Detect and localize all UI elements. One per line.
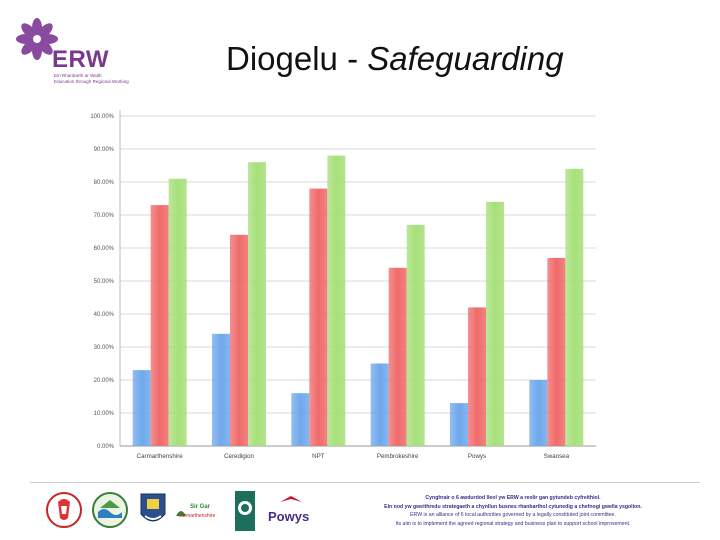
y-tick-label: 30.00% bbox=[94, 345, 115, 351]
y-tick-label: 0.00% bbox=[97, 444, 115, 450]
sirgar-mark-icon bbox=[176, 511, 186, 516]
bar bbox=[388, 267, 407, 446]
powys-label: Powys bbox=[268, 509, 310, 524]
bar bbox=[230, 234, 248, 446]
bar bbox=[565, 168, 584, 447]
y-tick-label: 90.00% bbox=[94, 147, 115, 153]
bar bbox=[406, 224, 425, 446]
swansea-crest-icon bbox=[235, 491, 255, 531]
bar bbox=[309, 188, 328, 446]
erw-logo: ERW Ein Rhanbarth ar Waith Education thr… bbox=[14, 16, 154, 88]
logo-tagline: Ein Rhanbarth ar Waith Education through… bbox=[54, 73, 164, 85]
pembrokeshire-crest-icon bbox=[140, 493, 166, 522]
bar bbox=[168, 178, 187, 446]
y-tick-label: 100.00% bbox=[90, 114, 114, 120]
bar-chart: 0.00% 10.00% 20.00% 30.00% 40.00% 50.00% 60.00… bbox=[90, 110, 596, 460]
y-tick-label: 60.00% bbox=[94, 246, 115, 252]
footer-divider bbox=[30, 482, 700, 483]
footer-logos: Sir Gar Carmarthenshire Powys bbox=[40, 490, 320, 532]
sirgar-sublabel: Carmarthenshire bbox=[178, 513, 216, 519]
y-tick-label: 50.00% bbox=[94, 279, 115, 285]
footer-line-1: Cynghrair o 6 awdurdod lleol yw ERW a re… bbox=[425, 495, 601, 501]
footer-text: Cynghrair o 6 awdurdod lleol yw ERW a re… bbox=[348, 494, 678, 528]
x-tick-label: Pembrokeshire bbox=[377, 453, 419, 460]
carmarthenshire-crest-icon bbox=[46, 492, 82, 528]
sirgar-logo: Sir Gar Carmarthenshire bbox=[174, 504, 226, 528]
sirgar-label: Sir Gar bbox=[190, 504, 211, 510]
bar bbox=[486, 201, 504, 446]
logo-name: ERW bbox=[52, 46, 110, 73]
slide-title: Diogelu - Safeguarding bbox=[226, 40, 564, 78]
bar bbox=[468, 307, 486, 446]
logo-tagline-en: Education through Regional Working bbox=[54, 79, 129, 84]
bar bbox=[212, 333, 230, 446]
title-english: Safeguarding bbox=[367, 40, 564, 77]
y-tick-label: 20.00% bbox=[94, 378, 115, 384]
bar bbox=[327, 155, 346, 446]
bar bbox=[132, 370, 151, 446]
powys-logo: Powys bbox=[268, 494, 316, 530]
footer-line-3: ERW is an alliance of 6 local authoritie… bbox=[410, 512, 616, 519]
bar bbox=[370, 363, 389, 446]
footer-line-4: Its aim is to implement the agreed regio… bbox=[395, 520, 631, 527]
x-tick-label: Carmarthenshire bbox=[137, 453, 184, 460]
bar bbox=[450, 403, 468, 446]
x-tick-label: Swansea bbox=[544, 453, 570, 460]
flower-icon bbox=[16, 18, 58, 60]
x-tick-label: NPT bbox=[312, 453, 325, 460]
powys-kite-icon bbox=[280, 496, 302, 502]
footer-line-2: Ein nod yw gweithredu strategaeth a chyn… bbox=[384, 503, 642, 510]
x-tick-label: Powys bbox=[468, 453, 486, 460]
bar bbox=[529, 380, 548, 446]
title-welsh: Diogelu - bbox=[226, 40, 368, 77]
x-tick-label: Ceredigion bbox=[224, 453, 254, 460]
bar bbox=[291, 393, 310, 446]
y-tick-label: 70.00% bbox=[94, 213, 115, 219]
bar bbox=[547, 257, 566, 446]
bar bbox=[248, 162, 266, 446]
y-tick-label: 10.00% bbox=[94, 411, 115, 417]
bar bbox=[150, 205, 169, 446]
logo-tagline-cy: Ein Rhanbarth ar Waith bbox=[54, 73, 102, 78]
y-tick-label: 80.00% bbox=[94, 180, 115, 186]
npt-crest-icon bbox=[92, 492, 128, 528]
y-tick-label: 40.00% bbox=[94, 312, 115, 318]
